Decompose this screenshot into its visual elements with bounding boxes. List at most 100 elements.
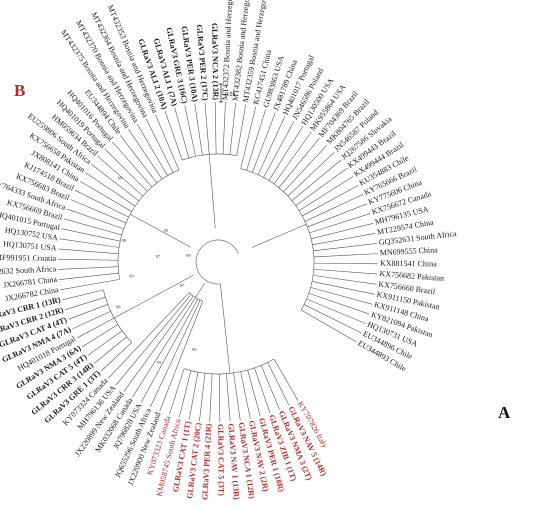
tip-branch xyxy=(252,112,276,173)
tip-branch xyxy=(70,199,127,224)
bootstrap-value: 99 xyxy=(122,238,127,243)
tip-branch xyxy=(204,102,210,155)
tip-branch xyxy=(164,110,183,161)
scale-bar-label: 0.05 xyxy=(225,92,236,98)
tip-branch xyxy=(267,362,290,406)
tip-branch xyxy=(308,292,370,315)
tip-branch xyxy=(87,330,123,356)
tip-branch xyxy=(63,218,122,236)
tip-branch xyxy=(82,324,119,348)
tip-branch xyxy=(309,213,371,234)
tip-branch xyxy=(303,304,362,334)
clade-stem xyxy=(195,282,205,298)
tip-branch xyxy=(240,371,251,419)
tip-branch xyxy=(199,373,206,421)
bootstrap-value: 99 xyxy=(118,176,123,181)
bootstrap-value: 99 xyxy=(157,360,162,365)
tip-branch xyxy=(298,176,354,211)
tip-branch xyxy=(214,102,217,155)
tip-branch xyxy=(62,289,104,301)
bootstrap-value: 99 xyxy=(186,253,191,258)
tip-branch xyxy=(304,194,364,222)
leaf-label: MN699555 China xyxy=(380,245,439,257)
tip-branch xyxy=(302,184,359,217)
tip-branch xyxy=(247,369,261,417)
clade-stem xyxy=(220,283,231,374)
tip-branch xyxy=(189,372,199,420)
bootstrap-value: 98 xyxy=(116,304,121,309)
bootstrap-value: 95 xyxy=(164,228,169,233)
tree-branches xyxy=(58,102,378,422)
tip-branch xyxy=(184,105,196,157)
clade-stem xyxy=(251,223,307,248)
tip-branch xyxy=(85,172,136,207)
tip-branch xyxy=(59,238,120,248)
tip-branch xyxy=(58,258,119,261)
tip-branch xyxy=(254,367,271,414)
clade-arc xyxy=(117,169,180,280)
leaf-label: GQ352632 South Africa xyxy=(0,264,57,277)
bootstrap-value: 97 xyxy=(180,283,185,288)
tip-branch xyxy=(79,180,132,212)
tip-branch xyxy=(312,233,376,246)
tip-branch xyxy=(222,102,226,155)
bootstrap-value: 97 xyxy=(156,254,161,259)
tip-branch xyxy=(313,268,378,275)
tip-branch xyxy=(100,342,132,372)
tip-branch xyxy=(313,262,378,265)
tip-branch xyxy=(104,148,148,192)
tip-branch xyxy=(313,253,378,258)
tip-branch xyxy=(219,373,221,422)
tip-branch xyxy=(246,109,266,171)
tip-branch xyxy=(97,156,144,197)
tip-branch xyxy=(273,131,312,185)
tip-branch xyxy=(313,243,377,252)
tip-branch xyxy=(257,116,286,175)
tip-branch xyxy=(66,208,124,230)
panel-label-a: A xyxy=(498,403,511,422)
tip-branch xyxy=(278,138,320,188)
tip-branch xyxy=(313,275,377,285)
tip-branch xyxy=(159,301,203,412)
clade-stem xyxy=(208,154,216,229)
tip-branch xyxy=(273,358,299,401)
tip-branch xyxy=(112,141,153,188)
tip-branch xyxy=(194,103,203,156)
tip-branch xyxy=(300,309,357,343)
tip-branch xyxy=(115,294,192,386)
clade-stem xyxy=(129,214,191,248)
tip-branch xyxy=(68,304,108,320)
tip-branch xyxy=(311,281,375,295)
leaf-label: GLRaV3 CAT 5 (3T) xyxy=(216,424,226,496)
leaf-label: KX881541 China xyxy=(380,259,437,269)
bootstrap-values: 99 99 98 97 99 95 97 99 99 99 xyxy=(116,176,197,365)
tip-branch xyxy=(119,135,158,184)
tip-branch xyxy=(140,298,199,403)
tip-branch xyxy=(240,106,257,169)
leaf-label: HQ130751 USA xyxy=(3,239,57,252)
tip-branch xyxy=(283,144,328,192)
tip-branch xyxy=(295,167,348,206)
tip-branch xyxy=(174,107,190,159)
bootstrap-value: 99 xyxy=(192,347,197,352)
tip-branch xyxy=(128,129,163,180)
tip-branch xyxy=(136,123,168,176)
tip-branch xyxy=(58,272,119,280)
tip-branch xyxy=(306,298,366,324)
tip-branch xyxy=(77,317,115,339)
tip-branch xyxy=(291,159,342,201)
tip-branch xyxy=(145,118,174,173)
bootstrap-value: 99 xyxy=(129,273,134,278)
tip-branch xyxy=(236,104,247,156)
tip-branch xyxy=(61,228,121,242)
tip-branch xyxy=(226,373,231,422)
panel-label-b: B xyxy=(14,81,25,100)
tip-branch xyxy=(311,222,374,240)
tip-branch xyxy=(91,163,140,202)
tip-branch xyxy=(260,365,280,410)
tip-branch xyxy=(229,102,236,155)
tip-branch xyxy=(72,310,111,330)
tip-branch xyxy=(178,370,192,418)
